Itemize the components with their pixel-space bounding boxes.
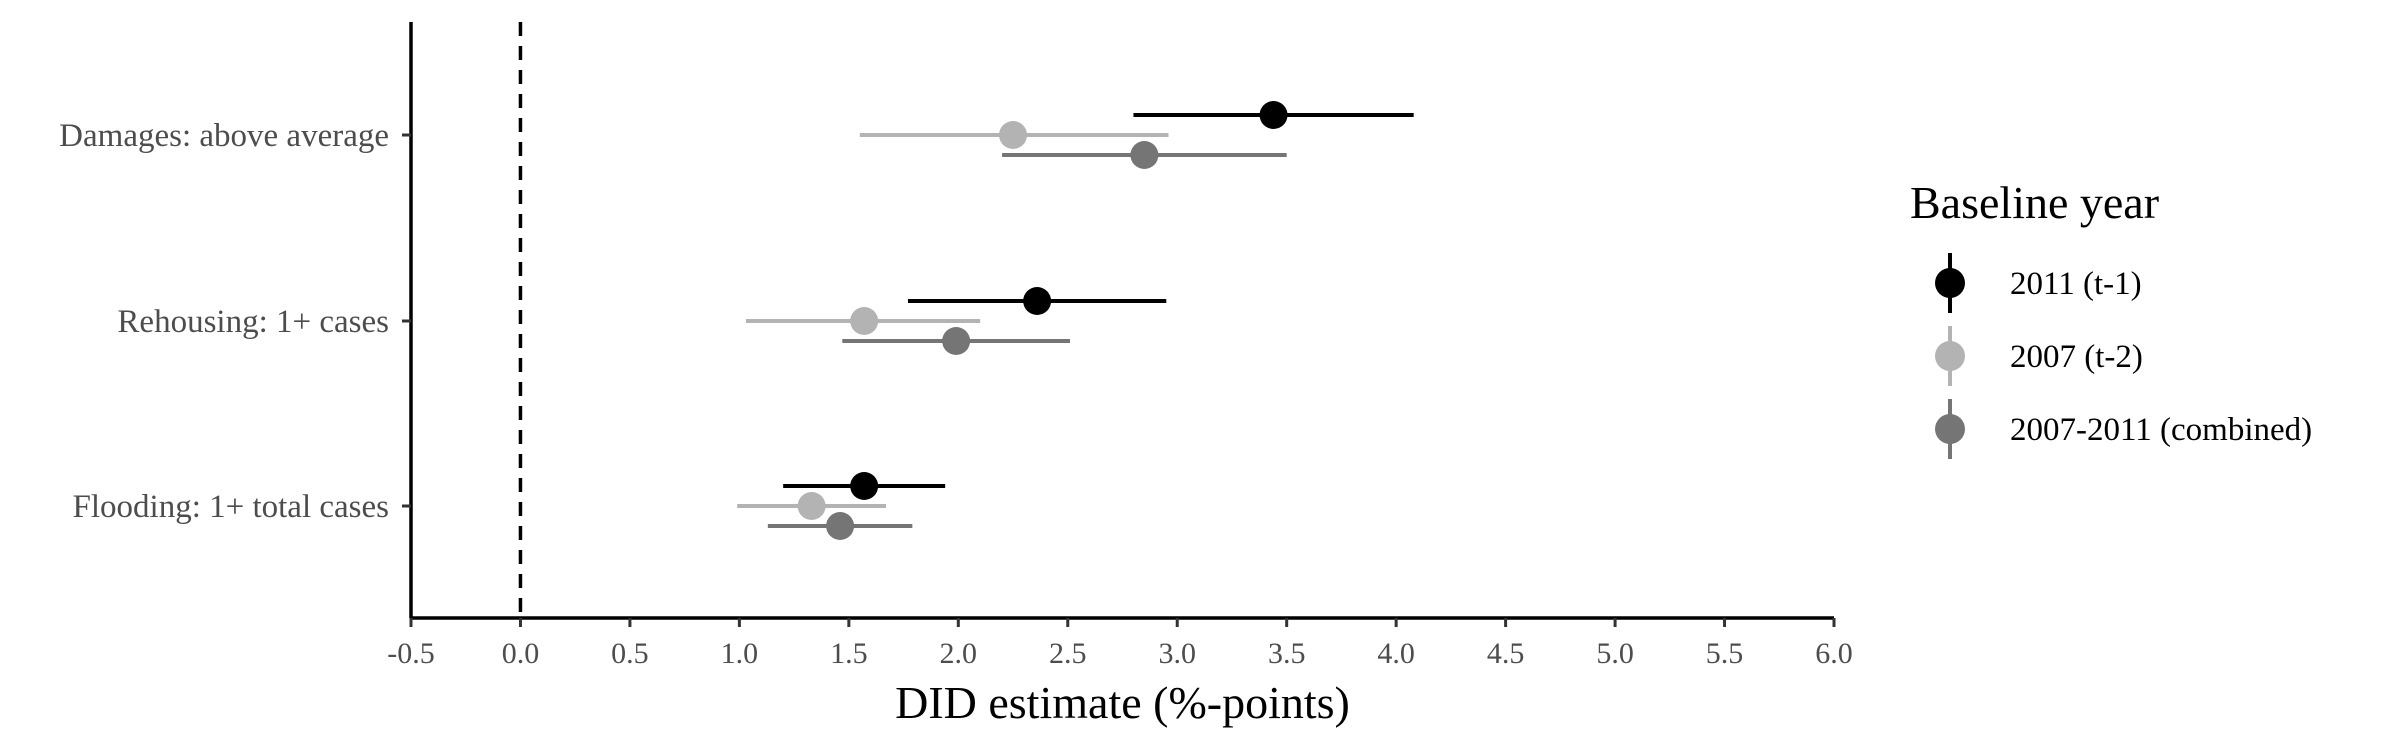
x-tick-label: 1.5 (830, 637, 868, 670)
legend-title: Baseline year (1910, 177, 2159, 228)
x-tick-label: 3.5 (1268, 637, 1306, 670)
y-tick-label: Flooding: 1+ total cases (73, 489, 390, 525)
point-estimate (850, 472, 879, 500)
legend-key-point (1935, 414, 1965, 444)
legend-key-point (1935, 268, 1965, 298)
y-tick-label: Rehousing: 1+ cases (117, 304, 389, 340)
x-tick-label: 4.0 (1377, 637, 1415, 670)
point-estimate (826, 512, 855, 540)
y-tick-label: Damages: above average (59, 118, 389, 154)
point-estimate (999, 121, 1028, 149)
x-tick-label: 4.5 (1487, 637, 1525, 670)
x-tick-label: 5.5 (1706, 637, 1744, 670)
legend-label: 2011 (t-1) (2010, 266, 2142, 302)
plot-area (518, 22, 1414, 618)
x-tick-label: 0.5 (611, 637, 649, 670)
x-tick-label: 1.0 (721, 637, 759, 670)
legend-label: 2007 (t-2) (2010, 339, 2143, 375)
legend-label: 2007-2011 (combined) (2010, 412, 2312, 448)
point-estimate (1130, 141, 1159, 169)
x-axis-title: DID estimate (%-points) (895, 677, 1350, 728)
x-tick-label: 3.0 (1158, 637, 1196, 670)
x-tick-label: 0.0 (502, 637, 540, 670)
x-tick-label: -0.5 (387, 637, 435, 670)
point-estimate (1023, 287, 1052, 315)
axes: Damages: above average Rehousing: 1+ case… (59, 22, 1853, 670)
x-tick-label: 6.0 (1815, 637, 1853, 670)
x-tick-label: 2.5 (1049, 637, 1087, 670)
x-tick-label: 2.0 (940, 637, 978, 670)
legend: Baseline year 2011 (t-1) 2007 (t-2) 2007-2… (1910, 177, 2312, 459)
x-tick-label: 5.0 (1596, 637, 1634, 670)
point-estimate (850, 307, 879, 335)
point-estimate (942, 327, 971, 355)
point-estimate (797, 492, 826, 520)
legend-key-point (1935, 341, 1965, 371)
point-estimate (1259, 101, 1288, 129)
